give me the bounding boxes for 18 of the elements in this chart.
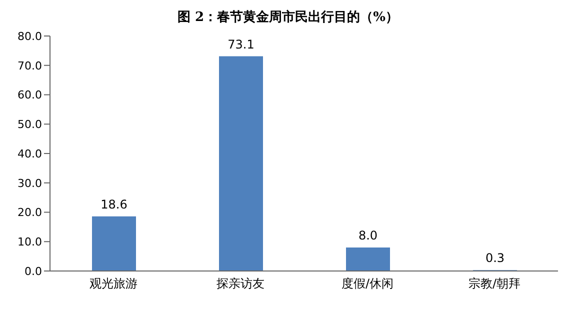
x-tick-label: 度假/休闲 xyxy=(341,276,394,291)
y-tick-label: 20.0 xyxy=(18,206,42,220)
x-tick-label: 观光旅游 xyxy=(90,276,138,291)
y-tick-label: 80.0 xyxy=(18,30,42,43)
y-tick-label: 0.0 xyxy=(24,264,42,278)
y-tick-label: 30.0 xyxy=(18,176,42,190)
chart-title: 图 2：春节黄金周市民出行目的（%） xyxy=(176,8,400,26)
data-label: 73.1 xyxy=(228,37,254,52)
data-label: 18.6 xyxy=(100,197,128,212)
y-tick-label: 60.0 xyxy=(18,88,42,102)
x-tick-label: 探亲访友 xyxy=(216,276,264,291)
data-label: 0.3 xyxy=(485,251,505,266)
data-label: 8.0 xyxy=(358,228,378,242)
y-tick-label: 70.0 xyxy=(18,59,42,72)
y-tick-label: 10.0 xyxy=(18,236,42,249)
y-tick-label: 40.0 xyxy=(18,147,42,160)
x-tick-label: 宗教/朝拜 xyxy=(468,276,521,291)
y-tick-label: 50.0 xyxy=(18,118,42,132)
